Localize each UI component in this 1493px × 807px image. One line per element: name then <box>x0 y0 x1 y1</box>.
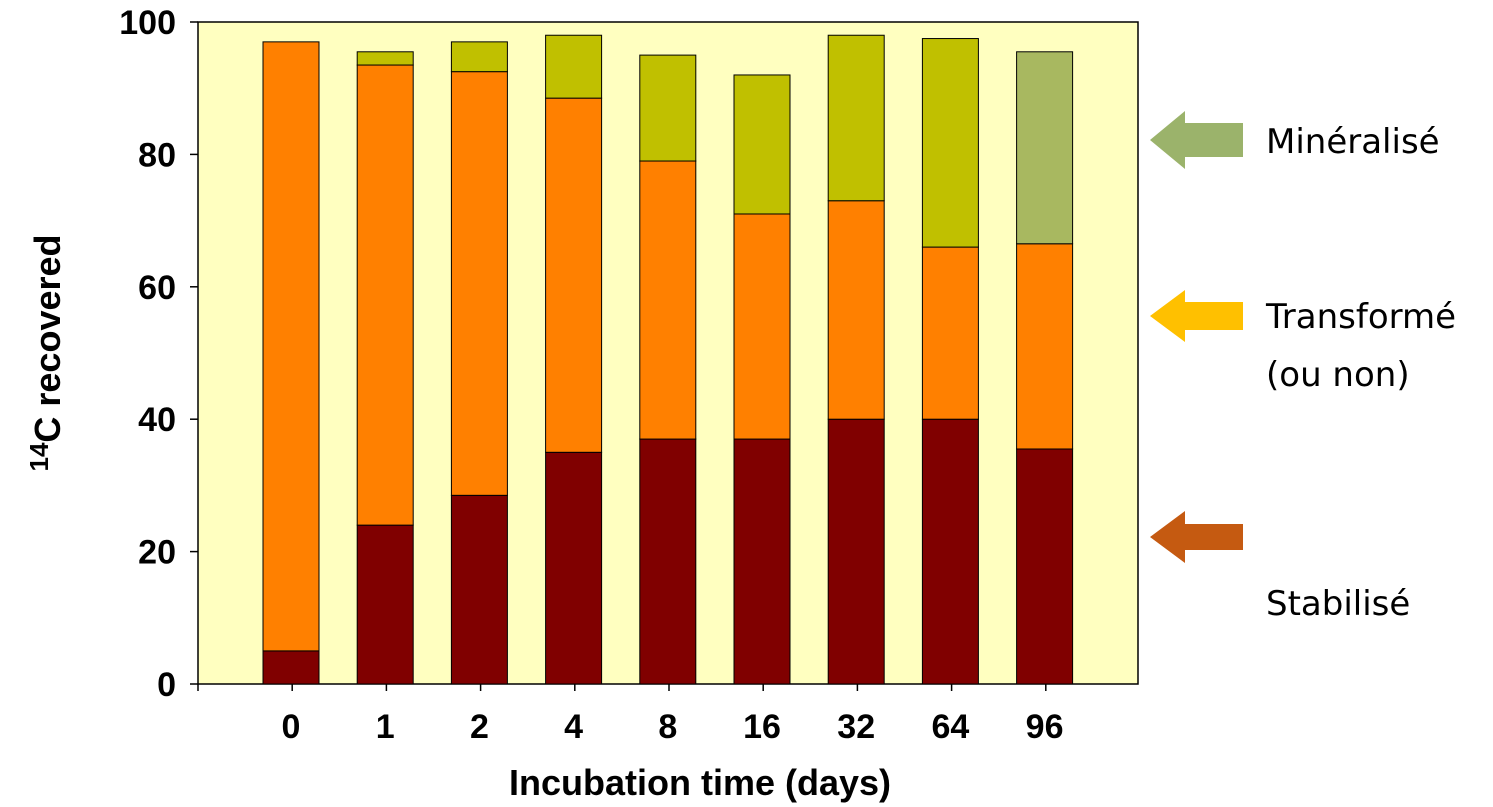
bar-mineralized-4 <box>545 34 603 99</box>
y-tick-label: 60 <box>138 269 176 307</box>
bar-stable-32 <box>827 418 885 685</box>
y-axis-title: 14C recovered <box>24 234 68 471</box>
x-tick-label: 8 <box>658 708 677 746</box>
arrow-mineralise-icon <box>1150 111 1243 169</box>
label-mineralise: Minéralisé <box>1266 122 1440 162</box>
x-tick-label: 1 <box>376 708 395 746</box>
x-axis: 0 1 2 4 8 16 32 64 96 <box>197 684 1064 746</box>
y-tick-label: 100 <box>119 4 176 42</box>
annotation-stabilise: Stabilisé <box>1150 511 1410 624</box>
bar-mineralized-96 <box>1016 51 1074 245</box>
bar-stable-96 <box>1016 448 1074 685</box>
bar-transformed-0 <box>262 41 320 652</box>
x-tick-label: 4 <box>564 708 583 746</box>
bar-transformed-32 <box>827 200 885 420</box>
bar-transformed-96 <box>1016 243 1074 450</box>
bar-mineralized-32 <box>827 34 885 202</box>
bar-mineralized-8 <box>639 54 697 162</box>
bar-transformed-2 <box>450 71 508 496</box>
x-axis-title: Incubation time (days) <box>509 762 891 803</box>
x-tick-label: 16 <box>743 708 781 746</box>
label-transforme: Transformé <box>1265 297 1456 337</box>
y-tick-label: 20 <box>138 534 176 572</box>
bar-transformed-1 <box>356 64 414 526</box>
bar-transformed-64 <box>921 246 979 420</box>
y-tick-label: 0 <box>157 666 176 704</box>
bars-group <box>262 34 1074 685</box>
x-tick-label: 64 <box>931 708 969 746</box>
label-stabilise: Stabilisé <box>1266 584 1410 624</box>
bar-stable-64 <box>921 418 979 685</box>
x-tick-label: 2 <box>470 708 489 746</box>
bar-mineralized-64 <box>921 38 979 248</box>
annotation-mineralise: Minéralisé <box>1150 111 1440 169</box>
x-tick-label: 0 <box>282 708 301 746</box>
y-axis: 0 20 40 60 80 100 <box>119 4 198 704</box>
bar-stable-8 <box>639 438 697 685</box>
bar-stable-1 <box>356 524 414 685</box>
bar-mineralized-16 <box>733 74 791 215</box>
y-axis-title-main: C recovered <box>27 234 68 442</box>
label-ou-non: (ou non) <box>1266 355 1410 395</box>
y-tick-label: 40 <box>138 401 176 439</box>
x-tick-label: 96 <box>1026 708 1064 746</box>
y-tick-label: 80 <box>138 136 176 174</box>
y-axis-title-superscript: 14 <box>24 442 54 471</box>
x-tick-label: 32 <box>837 708 875 746</box>
bar-mineralized-1 <box>356 51 414 66</box>
bar-transformed-16 <box>733 213 791 440</box>
bar-stable-2 <box>450 494 508 685</box>
arrow-stabilise-icon <box>1150 511 1243 563</box>
arrow-transforme-icon <box>1150 290 1243 342</box>
bar-transformed-8 <box>639 160 697 440</box>
bar-mineralized-2 <box>450 41 508 73</box>
annotation-transforme: Transformé (ou non) <box>1150 290 1456 395</box>
bar-stable-0 <box>262 650 320 685</box>
bar-stable-4 <box>545 451 603 685</box>
bar-stable-16 <box>733 438 791 685</box>
bar-transformed-4 <box>545 97 603 453</box>
